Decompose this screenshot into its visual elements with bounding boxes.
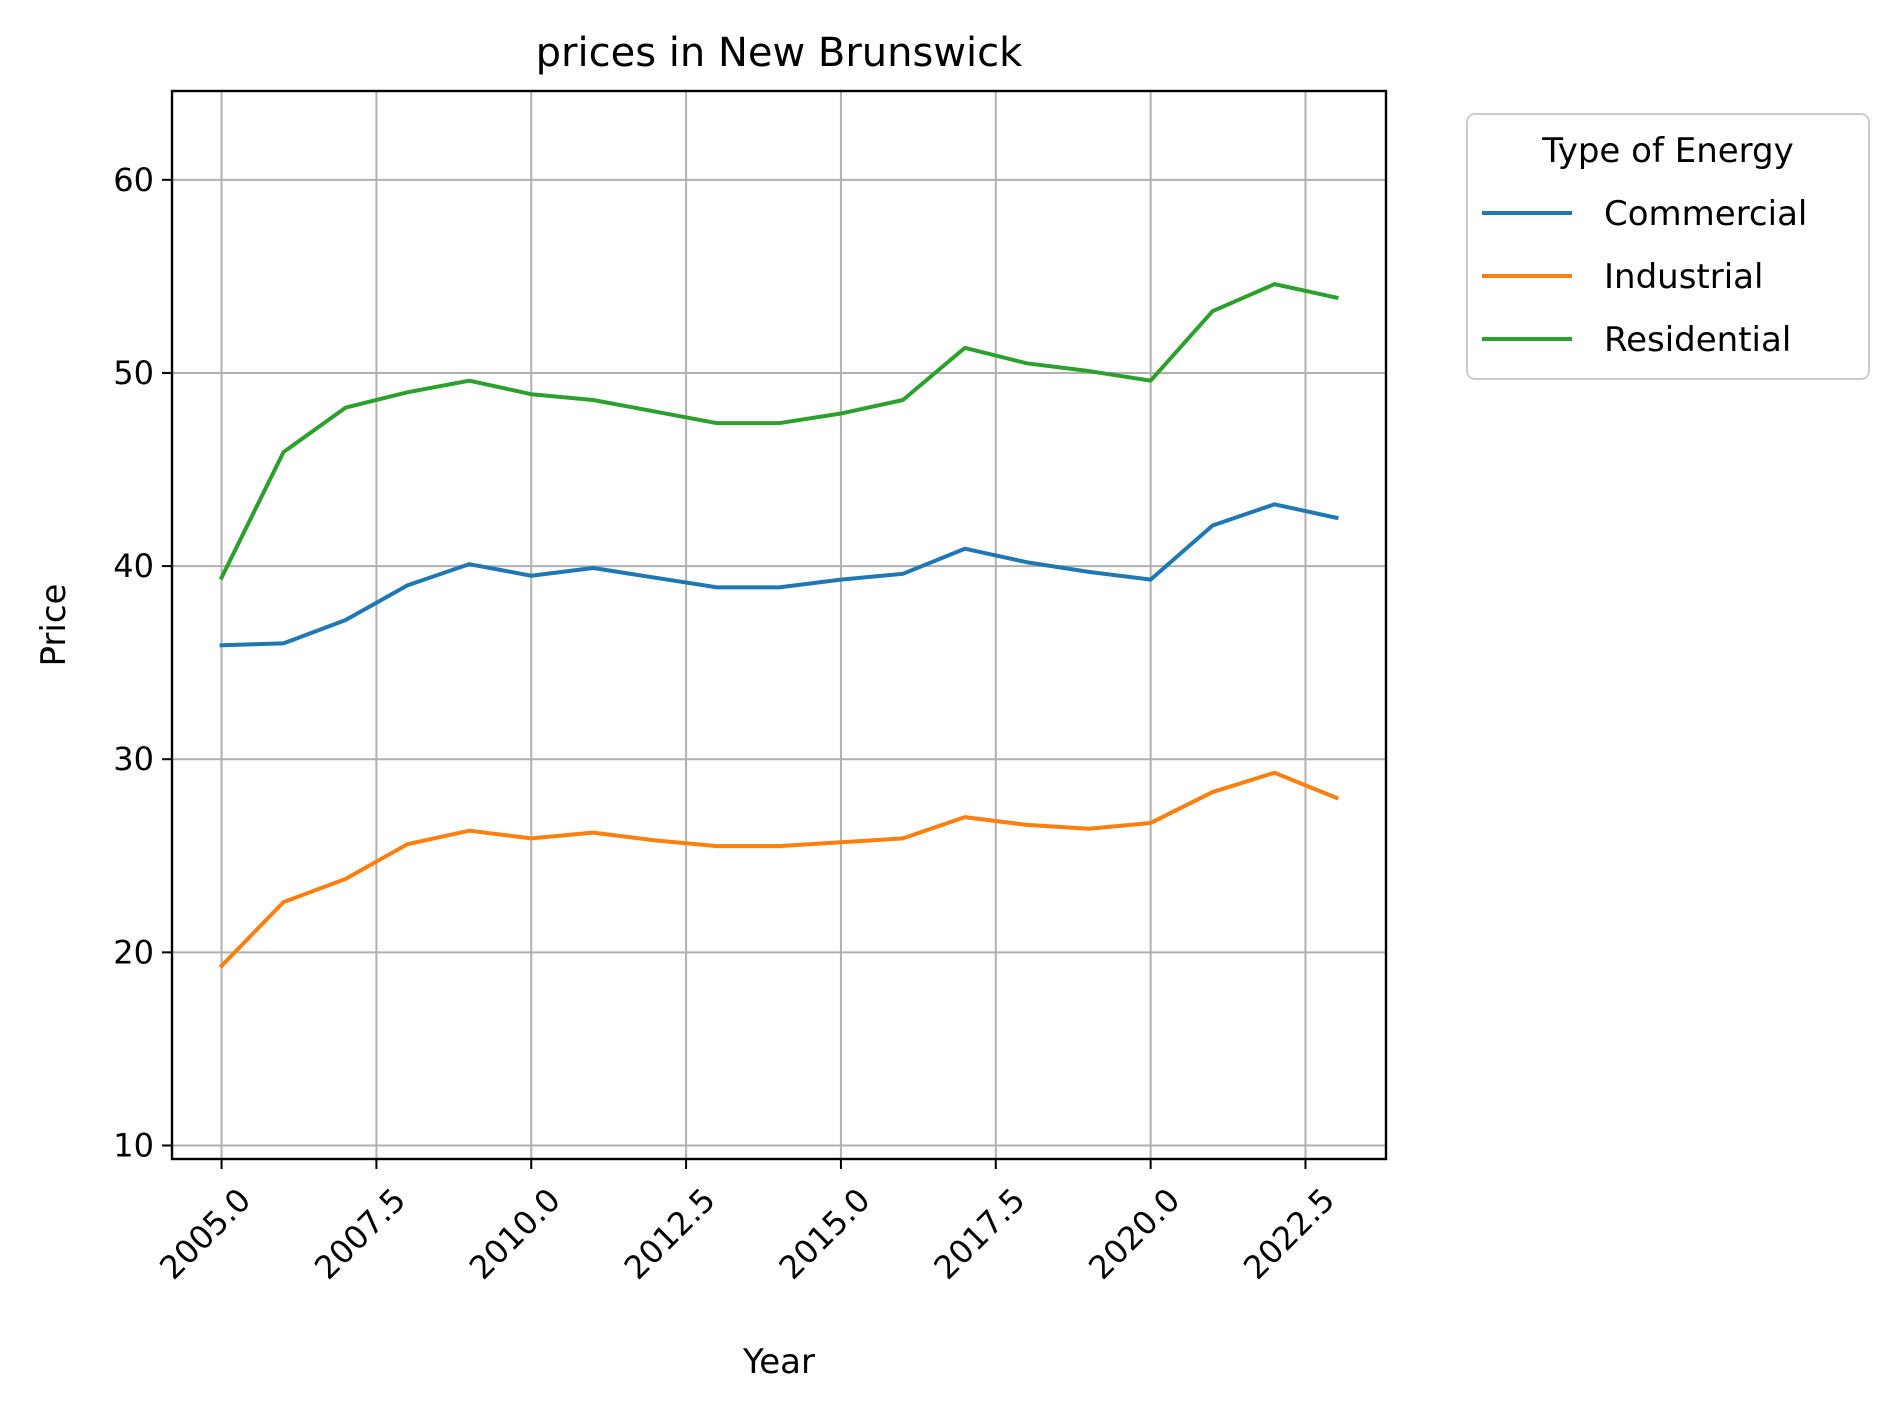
legend-label-industrial: Industrial xyxy=(1604,257,1763,297)
y-axis-ticks: 10 20 30 40 50 60 xyxy=(113,161,172,1164)
y-tick-label: 40 xyxy=(113,547,154,585)
x-axis-title: Year xyxy=(742,1342,815,1382)
y-tick-label: 60 xyxy=(113,161,154,199)
x-axis-ticks: 2005.0 2007.5 2010.0 2012.5 2015.0 2017.5 2020… xyxy=(152,1159,1342,1287)
plot-frame xyxy=(170,89,1388,1161)
x-tick-label: 2010.0 xyxy=(462,1181,568,1287)
chart-title: prices in New Brunswick xyxy=(536,30,1023,76)
series-lines xyxy=(218,282,1340,969)
x-tick-label: 2022.5 xyxy=(1236,1181,1342,1287)
x-tick-label: 2020.0 xyxy=(1081,1181,1187,1287)
series-line-residential xyxy=(218,282,1339,581)
x-tick-label: 2012.5 xyxy=(617,1181,723,1287)
series-line-industrial xyxy=(218,770,1340,969)
legend: Type of Energy Commercial Industrial Resid… xyxy=(1466,113,1870,380)
y-tick-label: 20 xyxy=(113,933,154,971)
x-tick-label: 2007.5 xyxy=(307,1181,413,1287)
y-axis-title: Price xyxy=(34,584,74,667)
legend-items: Commercial Industrial Residential xyxy=(1482,194,1807,360)
series-line-commercial xyxy=(219,502,1339,648)
grid-lines xyxy=(172,91,1386,1159)
x-tick-label: 2015.0 xyxy=(772,1181,878,1287)
y-tick-label: 30 xyxy=(113,740,154,778)
legend-title: Type of Energy xyxy=(1541,131,1794,171)
x-tick-label: 2005.0 xyxy=(152,1181,258,1287)
legend-label-residential: Residential xyxy=(1604,320,1791,360)
legend-box xyxy=(1466,113,1870,380)
legend-label-commercial: Commercial xyxy=(1604,194,1807,234)
x-tick-label: 2017.5 xyxy=(926,1181,1032,1287)
y-tick-label: 10 xyxy=(113,1126,154,1164)
y-tick-label: 50 xyxy=(113,354,154,392)
